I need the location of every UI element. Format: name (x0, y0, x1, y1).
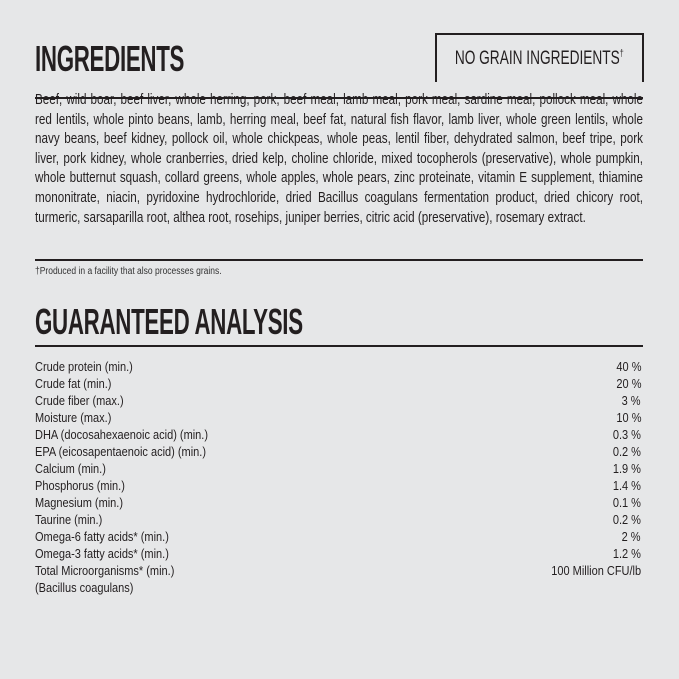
analysis-row: Phosphorus (min.) 1.4 % (35, 478, 641, 495)
analysis-label: Calcium (min.) (35, 462, 106, 476)
divider (35, 259, 643, 261)
analysis-value: 0.3 % (612, 428, 641, 442)
analysis-row: Omega-6 fatty acids* (min.) 2 % (35, 529, 641, 546)
analysis-row: Calcium (min.) 1.9 % (35, 461, 641, 478)
analysis-row: Crude fiber (max.) 3 % (35, 393, 641, 410)
ingredients-title: INGREDIENTS (35, 38, 185, 79)
ingredients-text: Beef, wild boar, beef liver, whole herri… (35, 92, 643, 226)
analysis-label: Total Microorganisms* (min.) (35, 564, 175, 578)
analysis-value: 0.2 % (612, 513, 641, 527)
analysis-row: DHA (docosahexaenoic acid) (min.) 0.3 % (35, 427, 641, 444)
analysis-row: Crude fat (min.) 20 % (35, 376, 641, 393)
badge-text: NO GRAIN INGREDIENTS (455, 47, 620, 69)
analysis-label: Crude fat (min.) (35, 377, 112, 391)
analysis-value: 1.4 % (612, 479, 641, 493)
badge-mark: † (619, 48, 624, 60)
analysis-row: Moisture (max.) 10 % (35, 410, 641, 427)
analysis-table: Crude protein (min.) 40 % Crude fat (min.)… (35, 359, 641, 597)
analysis-label: Phosphorus (min.) (35, 479, 125, 493)
analysis-label: Crude protein (min.) (35, 360, 133, 374)
analysis-row: Total Microorganisms* (min.) 100 Million … (35, 563, 641, 580)
analysis-row: EPA (eicosapentaenoic acid) (min.) 0.2 % (35, 444, 641, 461)
analysis-value: 0.1 % (612, 496, 641, 510)
analysis-value: 20 % (615, 377, 641, 391)
analysis-label: EPA (eicosapentaenoic acid) (min.) (35, 445, 206, 459)
analysis-value: 100 Million CFU/lb (551, 564, 641, 578)
analysis-label: Omega-3 fatty acids* (min.) (35, 547, 169, 561)
analysis-value: 1.2 % (612, 547, 641, 561)
analysis-value: 40 % (615, 360, 641, 374)
divider (35, 97, 643, 99)
analysis-label: Moisture (max.) (35, 411, 112, 425)
footnote: †Produced in a facility that also proces… (35, 266, 222, 277)
analysis-label: Magnesium (min.) (35, 496, 124, 510)
analysis-value: 3 % (622, 394, 641, 408)
analysis-label: DHA (docosahexaenoic acid) (min.) (35, 428, 209, 442)
analysis-row: Taurine (min.) 0.2 % (35, 512, 641, 529)
analysis-row: Crude protein (min.) 40 % (35, 359, 641, 376)
no-grain-badge: NO GRAIN INGREDIENTS† (435, 33, 644, 82)
analysis-row: Omega-3 fatty acids* (min.) 1.2 % (35, 546, 641, 563)
analysis-label: Crude fiber (max.) (35, 394, 124, 408)
analysis-row: Magnesium (min.) 0.1 % (35, 495, 641, 512)
analysis-value: 0.2 % (612, 445, 641, 459)
divider (35, 345, 643, 347)
analysis-label: Taurine (min.) (35, 513, 103, 527)
analysis-label: (Bacillus coagulans) (35, 581, 134, 595)
analysis-value: 10 % (615, 411, 641, 425)
analysis-value: 2 % (622, 530, 641, 544)
analysis-title: GUARANTEED ANALYSIS (35, 301, 303, 342)
analysis-value: 1.9 % (612, 462, 641, 476)
analysis-label: Omega-6 fatty acids* (min.) (35, 530, 169, 544)
analysis-row: (Bacillus coagulans) (35, 580, 641, 597)
